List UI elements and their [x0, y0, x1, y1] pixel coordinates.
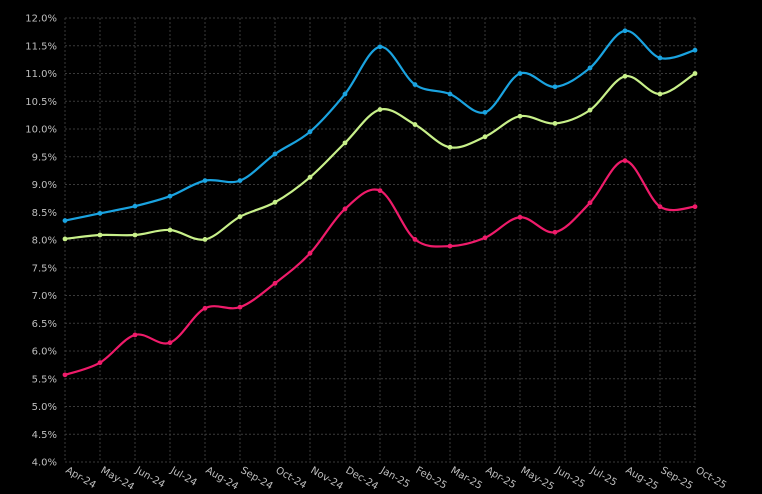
series-2-point — [517, 113, 523, 119]
series-1-point — [237, 178, 243, 184]
series-3-point — [167, 340, 173, 346]
series-2-point — [412, 122, 418, 127]
series-2-point — [342, 140, 348, 146]
series-1 — [62, 28, 698, 223]
y-tick-label: 6.0% — [32, 347, 57, 358]
series-2-point — [62, 236, 68, 242]
series-3-point — [657, 204, 663, 210]
series-2-point — [272, 199, 278, 205]
series-2-point — [132, 232, 138, 238]
series-3-point — [62, 372, 68, 378]
series-1-point — [62, 218, 68, 223]
y-tick-label: 5.0% — [32, 402, 57, 413]
series-2-point — [307, 174, 313, 180]
y-tick-label: 4.0% — [32, 458, 57, 469]
series-1-point — [272, 151, 278, 157]
series-3-point — [517, 214, 523, 220]
series-3-point — [377, 188, 383, 194]
series-3-point — [307, 250, 313, 256]
y-tick-label: 8.0% — [32, 236, 57, 247]
y-tick-label: 8.5% — [32, 208, 57, 219]
series-1-point — [622, 28, 628, 34]
series-1-point — [377, 44, 383, 50]
y-tick-label: 9.0% — [32, 180, 57, 191]
series-3-point — [237, 304, 243, 310]
series-1-point — [97, 210, 103, 216]
series-3-point — [202, 305, 208, 311]
y-axis: 4.0% 4.5% 5.0% 5.5% 6.0% 6.5% 7.0% 7.5% 8.0% 8.5%… — [25, 14, 57, 469]
series-3-point — [587, 200, 593, 206]
series-3-point — [412, 237, 418, 242]
series-lines — [62, 28, 698, 378]
series-3-point — [447, 243, 453, 249]
y-tick-label: 10.0% — [25, 125, 57, 136]
series-2-point — [692, 71, 698, 76]
series-2-point — [377, 107, 383, 112]
series-2-point — [237, 214, 243, 220]
series-1-point — [517, 71, 523, 76]
series-1-point — [657, 55, 663, 61]
series-1-point — [587, 65, 593, 71]
series-3-point — [622, 158, 628, 164]
series-2-point — [482, 134, 488, 140]
series-2 — [62, 71, 698, 242]
series-2-point — [587, 107, 593, 113]
series-1-point — [447, 91, 453, 97]
gridlines — [64, 17, 696, 463]
y-tick-label: 10.5% — [25, 97, 57, 108]
series-1-point — [307, 129, 313, 135]
y-tick-label: 5.5% — [32, 374, 57, 385]
y-tick-label: 11.5% — [25, 41, 57, 52]
series-1-point — [342, 91, 348, 97]
y-tick-label: 6.5% — [32, 319, 57, 330]
series-3-point — [132, 332, 138, 338]
series-1-point — [552, 84, 558, 90]
series-2-point — [202, 237, 208, 242]
series-3-point — [692, 204, 698, 210]
series-3-point — [482, 235, 488, 241]
series-2-point — [97, 232, 103, 238]
series-3-point — [97, 360, 103, 366]
series-1-point — [132, 203, 138, 209]
series-3-point — [272, 280, 278, 286]
y-tick-label: 7.5% — [32, 263, 57, 274]
series-2-point — [447, 144, 453, 150]
series-2-point — [657, 91, 663, 97]
series-1-point — [202, 178, 208, 184]
series-3-point — [552, 229, 558, 235]
series-1-point — [692, 47, 698, 53]
series-2-point — [622, 73, 628, 79]
y-tick-label: 4.5% — [32, 430, 57, 441]
y-tick-label: 12.0% — [25, 14, 57, 25]
y-tick-label: 9.5% — [32, 152, 57, 163]
y-tick-label: 7.0% — [32, 291, 57, 302]
series-1-point — [482, 109, 488, 115]
series-2-point — [167, 227, 173, 233]
series-1-point — [412, 82, 418, 87]
series-1-point — [167, 193, 173, 199]
series-3-point — [342, 206, 348, 212]
series-2-point — [552, 121, 558, 126]
series-3 — [62, 158, 698, 378]
y-tick-label: 11.0% — [25, 69, 57, 80]
